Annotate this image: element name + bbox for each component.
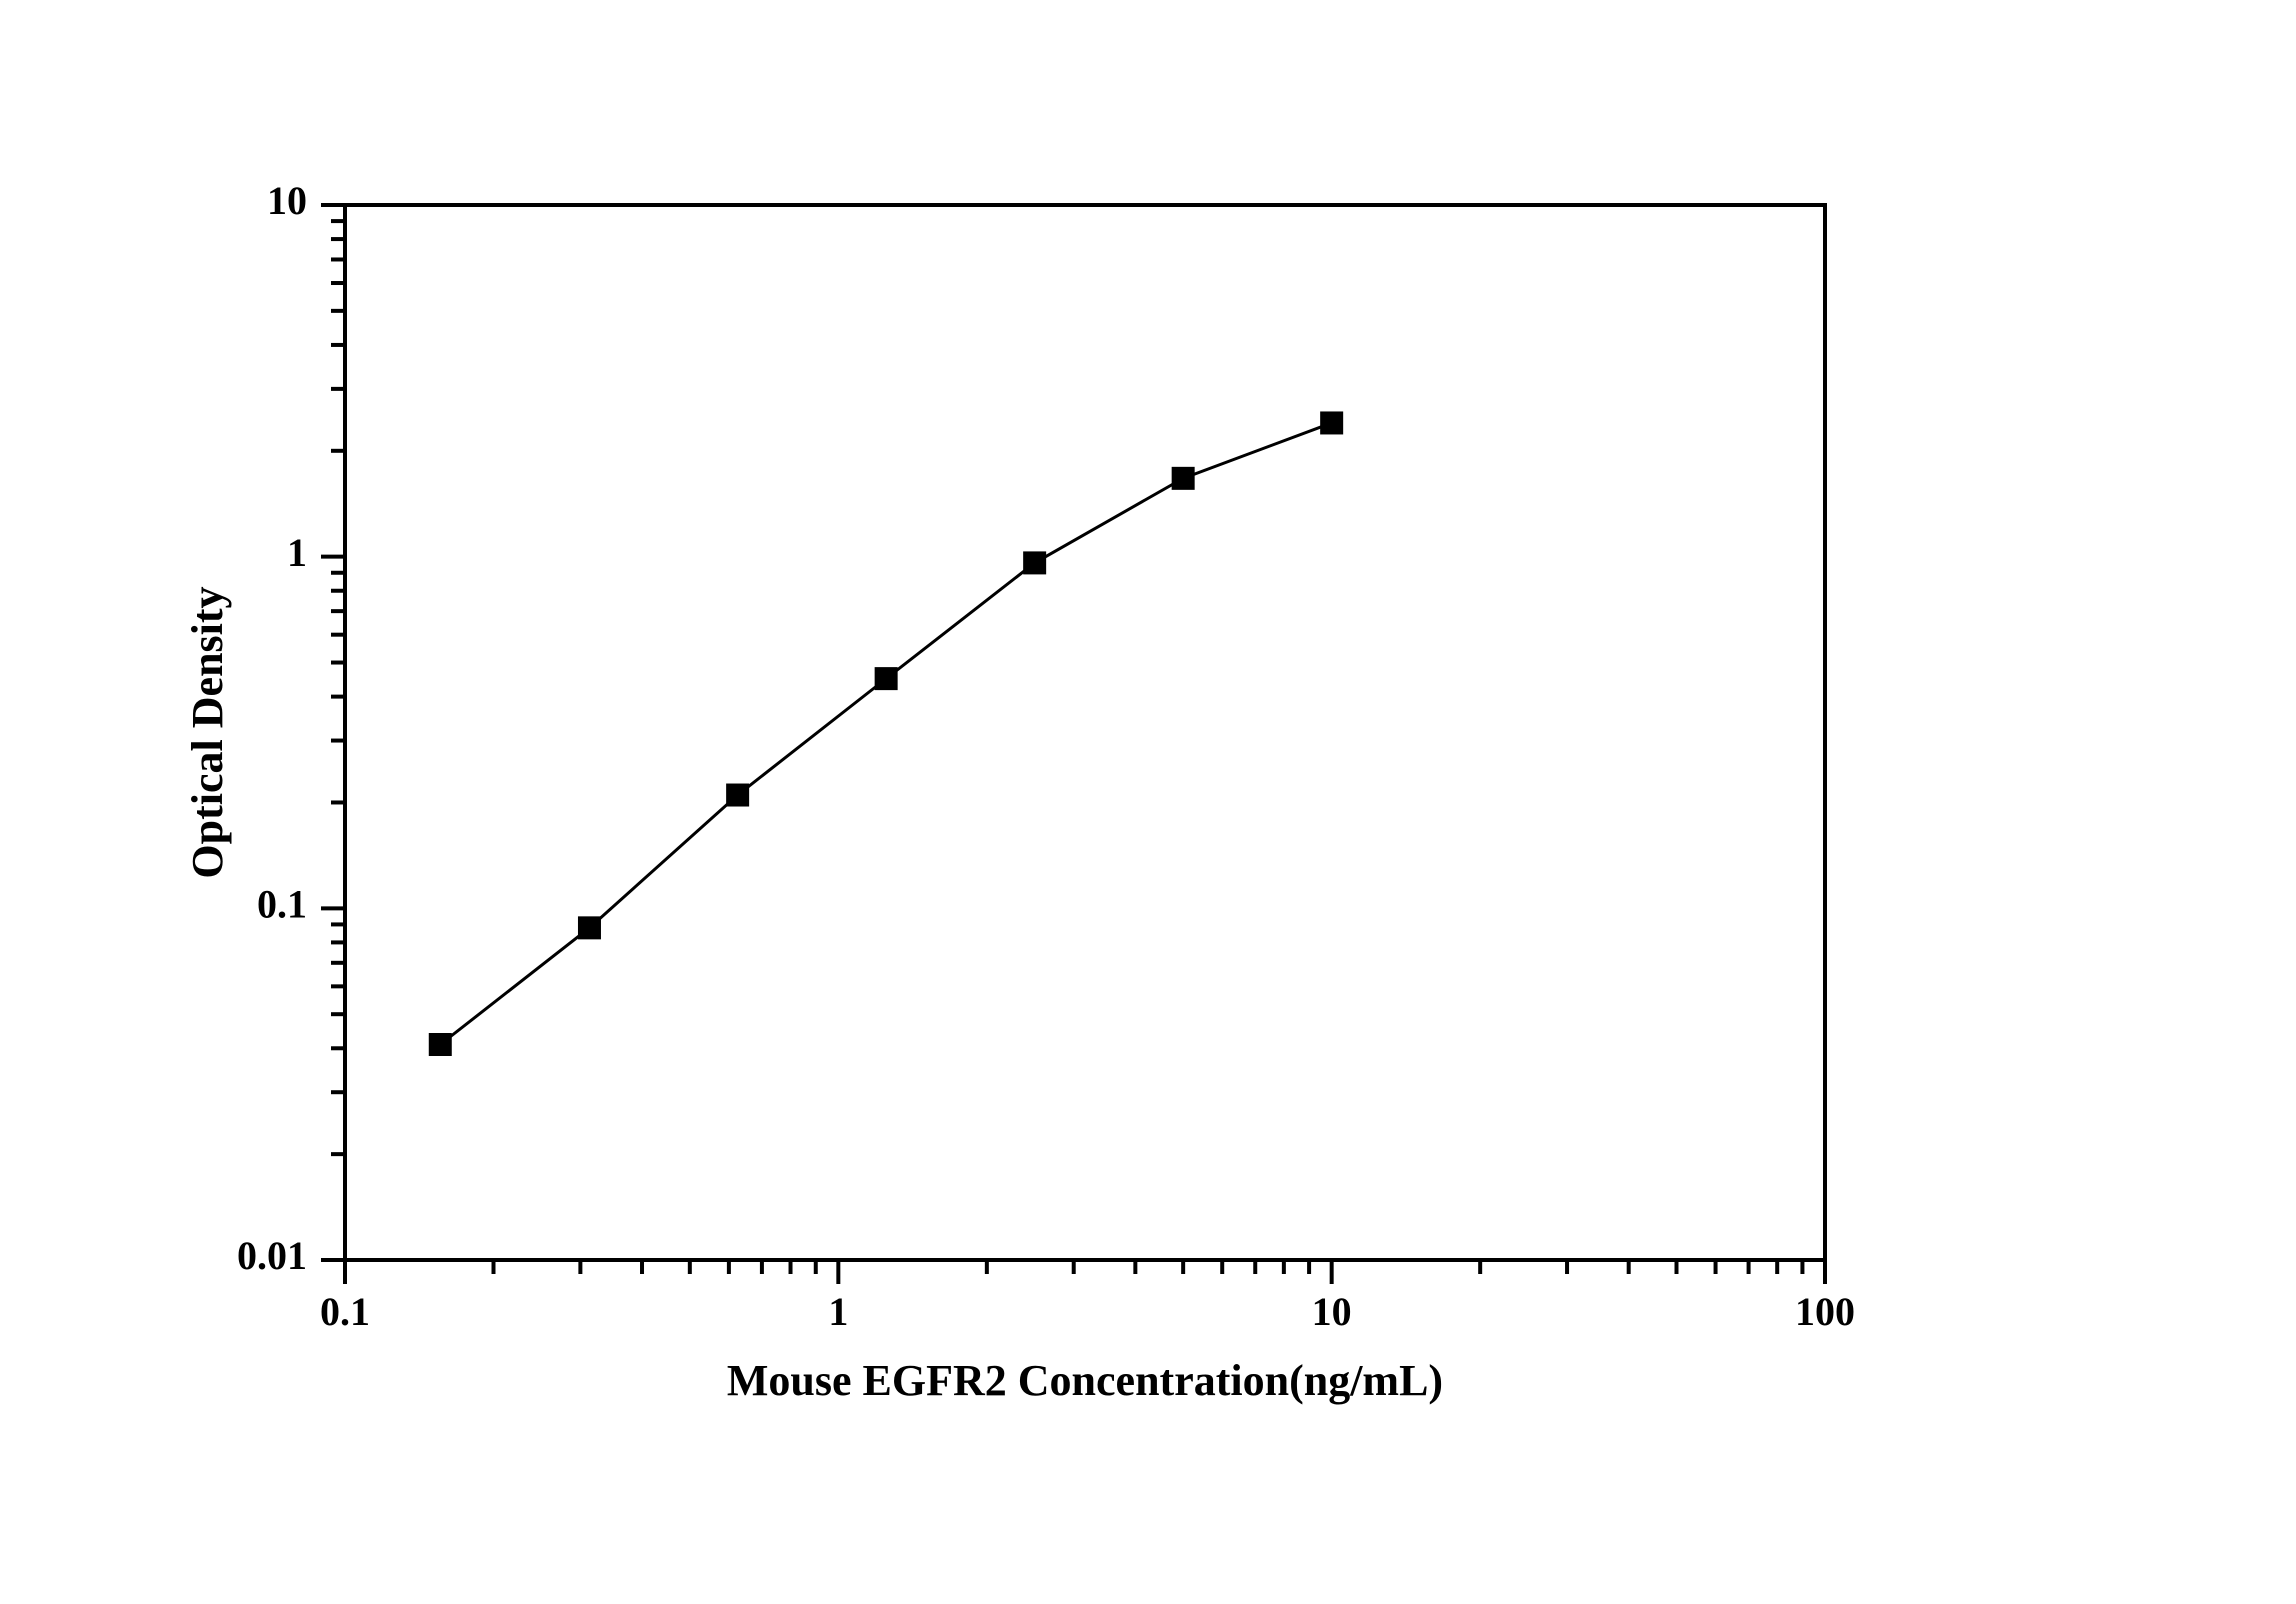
x-tick-label: 1 xyxy=(828,1289,848,1334)
y-tick-label: 10 xyxy=(267,178,307,223)
x-axis-label: Mouse EGFR2 Concentration(ng/mL) xyxy=(727,1356,1443,1405)
chart-container: 0.1 1 10 100 0.01 0.1 1 10 Mouse EGFR2 Concentra… xyxy=(0,0,2296,1604)
data-marker xyxy=(727,784,749,806)
x-tick-label: 10 xyxy=(1312,1289,1352,1334)
data-marker xyxy=(875,668,897,690)
data-marker xyxy=(1024,552,1046,574)
y-tick-label: 1 xyxy=(287,530,307,575)
y-tick-label: 0.01 xyxy=(237,1233,307,1278)
data-marker xyxy=(578,917,600,939)
y-axis-label: Optical Density xyxy=(183,586,232,878)
standard-curve-chart: 0.1 1 10 100 0.01 0.1 1 10 Mouse EGFR2 Concentra… xyxy=(0,0,2296,1604)
y-tick-label: 0.1 xyxy=(257,882,307,927)
data-marker xyxy=(1172,467,1194,489)
data-marker xyxy=(429,1034,451,1056)
x-tick-label: 100 xyxy=(1795,1289,1855,1334)
x-tick-label: 0.1 xyxy=(320,1289,370,1334)
data-marker xyxy=(1321,412,1343,434)
